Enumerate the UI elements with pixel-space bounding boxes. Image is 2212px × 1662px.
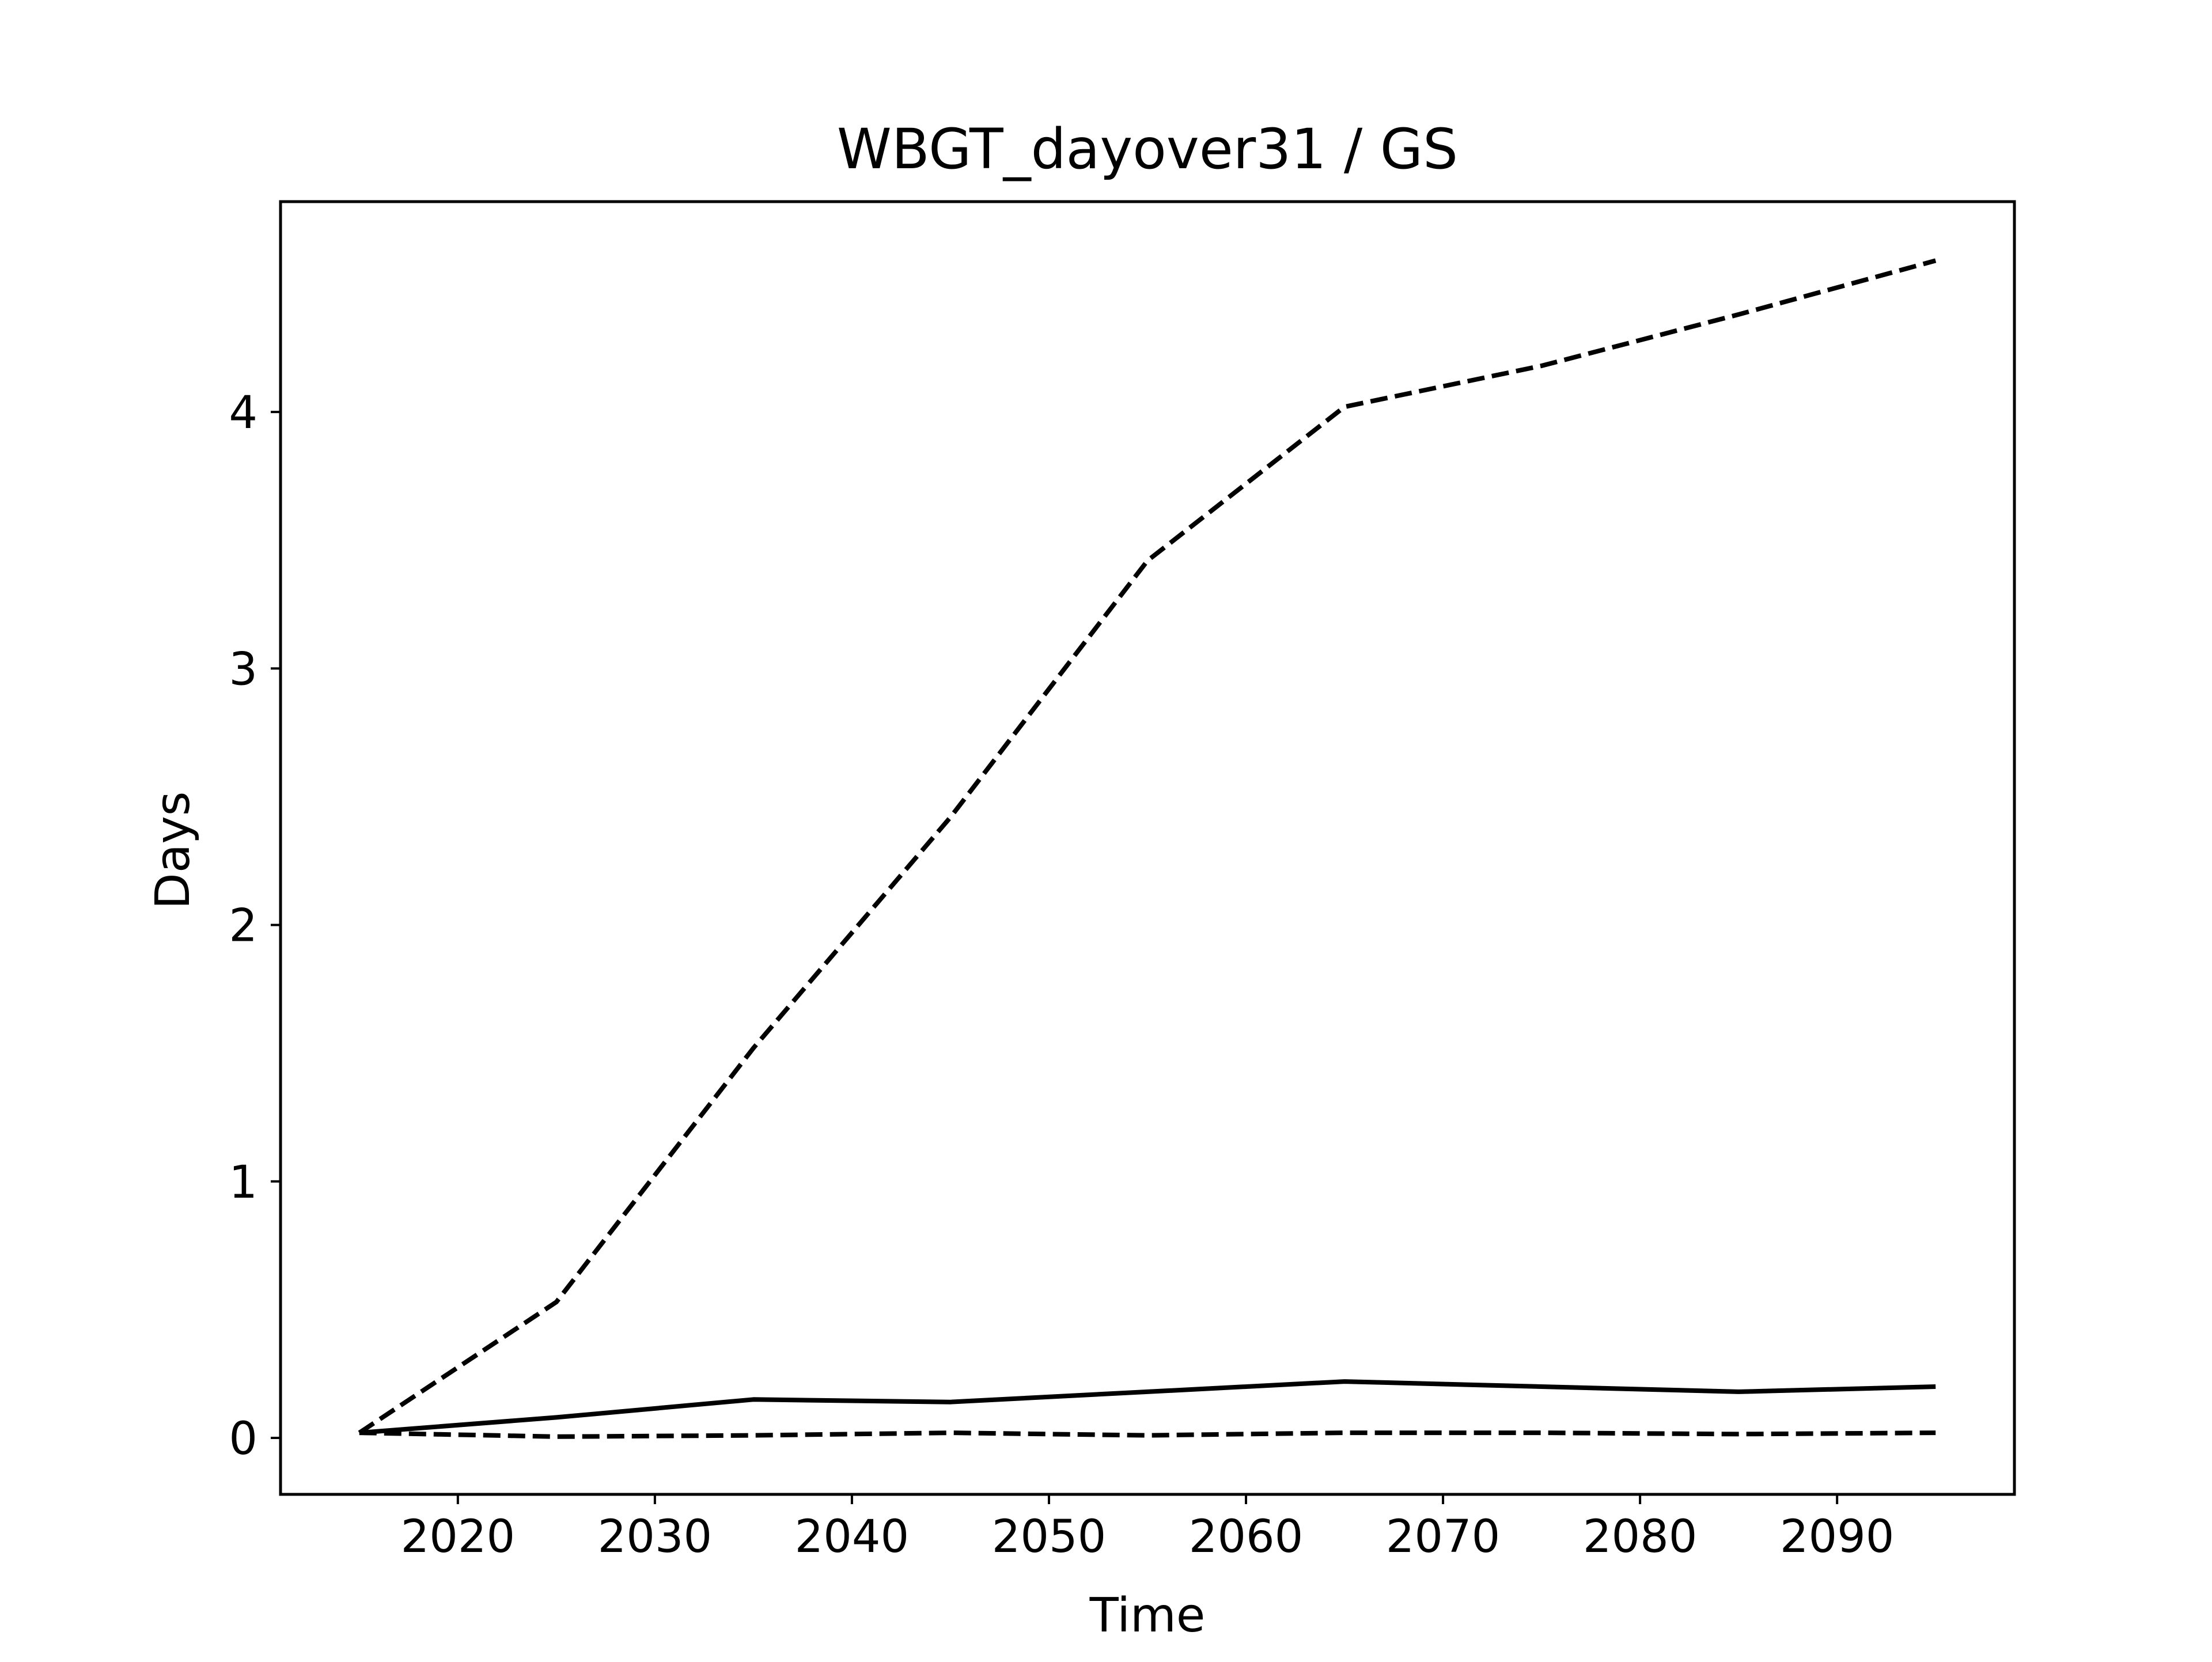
series-line-2 [359,1379,1936,1436]
y-tick-label-1: 1 [229,1157,257,1209]
x-tick-label-2020: 2020 [401,1511,516,1563]
y-tick-label-2: 2 [229,900,257,952]
x-tick-label-2080: 2080 [1583,1511,1698,1563]
series-line-3 [359,1430,1936,1439]
x-tick-label-2060: 2060 [1189,1511,1304,1563]
series-line-1 [358,258,1937,1435]
plot-frame [279,200,2016,1496]
x-tick-label-2040: 2040 [795,1511,910,1563]
y-tick-label-3: 3 [229,643,257,695]
x-axis-label: Time [1089,1588,1206,1643]
chart-title: WBGT_dayover31 / GS [837,117,1458,181]
x-tick-label-2070: 2070 [1386,1511,1501,1563]
y-tick-label-0: 0 [229,1413,257,1465]
x-tick-label-2030: 2030 [598,1511,713,1563]
y-tick-label-4: 4 [229,387,257,439]
x-tick-label-2050: 2050 [992,1511,1107,1563]
x-tick-label-2090: 2090 [1780,1511,1895,1563]
plot-area: 2020 2030 2040 2050 2060 2070 2080 2090 0 1 2 3 4 [229,200,2016,1563]
y-axis-label: Days [146,792,200,910]
